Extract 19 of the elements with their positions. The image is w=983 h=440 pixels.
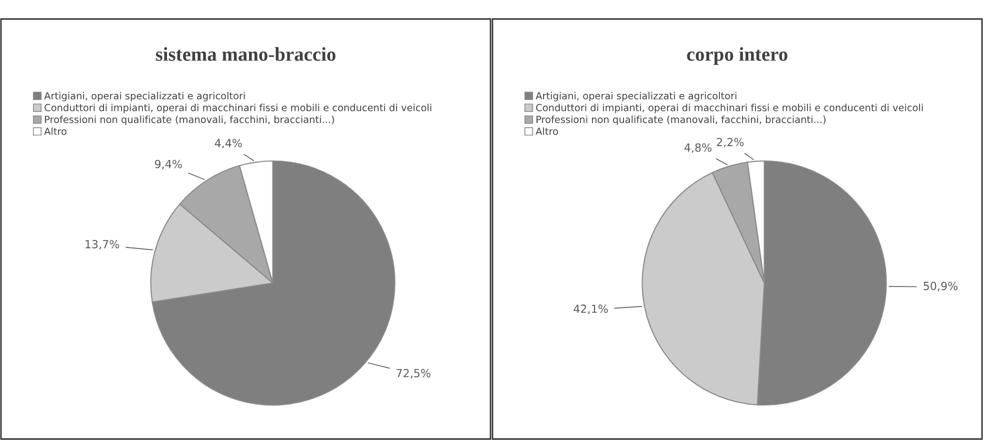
data-label: 72,5% xyxy=(396,368,430,378)
chart-title: corpo intero xyxy=(687,47,788,65)
data-label: 9,4% xyxy=(154,160,182,170)
data-label: 2,2% xyxy=(716,138,744,148)
data-label: 42,1% xyxy=(574,304,608,314)
data-label: 4,8% xyxy=(684,143,712,153)
data-label: 50,9% xyxy=(924,282,958,292)
pie-slice xyxy=(152,160,396,406)
legend-label: Conduttori di impianti, operai di macchinari fissi e mobili e conducenti di veicoli xyxy=(536,104,923,114)
legend-label: Artigiani, operai specializzati e agricoltori xyxy=(44,92,245,102)
legend-label: Altro xyxy=(44,127,66,135)
data-label: 13,7% xyxy=(86,240,120,250)
legend-label: Conduttori di impianti, operai di macchinari fissi e mobili e conducenti di veicoli xyxy=(44,104,432,114)
legend-label: Artigiani, operai specializzati e agricoltori xyxy=(536,92,736,102)
legend-label: Professioni non qualificate (manovali, facchini, braccianti...) xyxy=(536,116,826,125)
chart-title: sistema mano-braccio xyxy=(156,47,336,61)
legend-label: Altro xyxy=(536,127,558,135)
legend-label: Professioni non qualificate (manovali, facchini, braccianti...) xyxy=(45,116,334,125)
data-label: 4,4% xyxy=(214,138,242,148)
